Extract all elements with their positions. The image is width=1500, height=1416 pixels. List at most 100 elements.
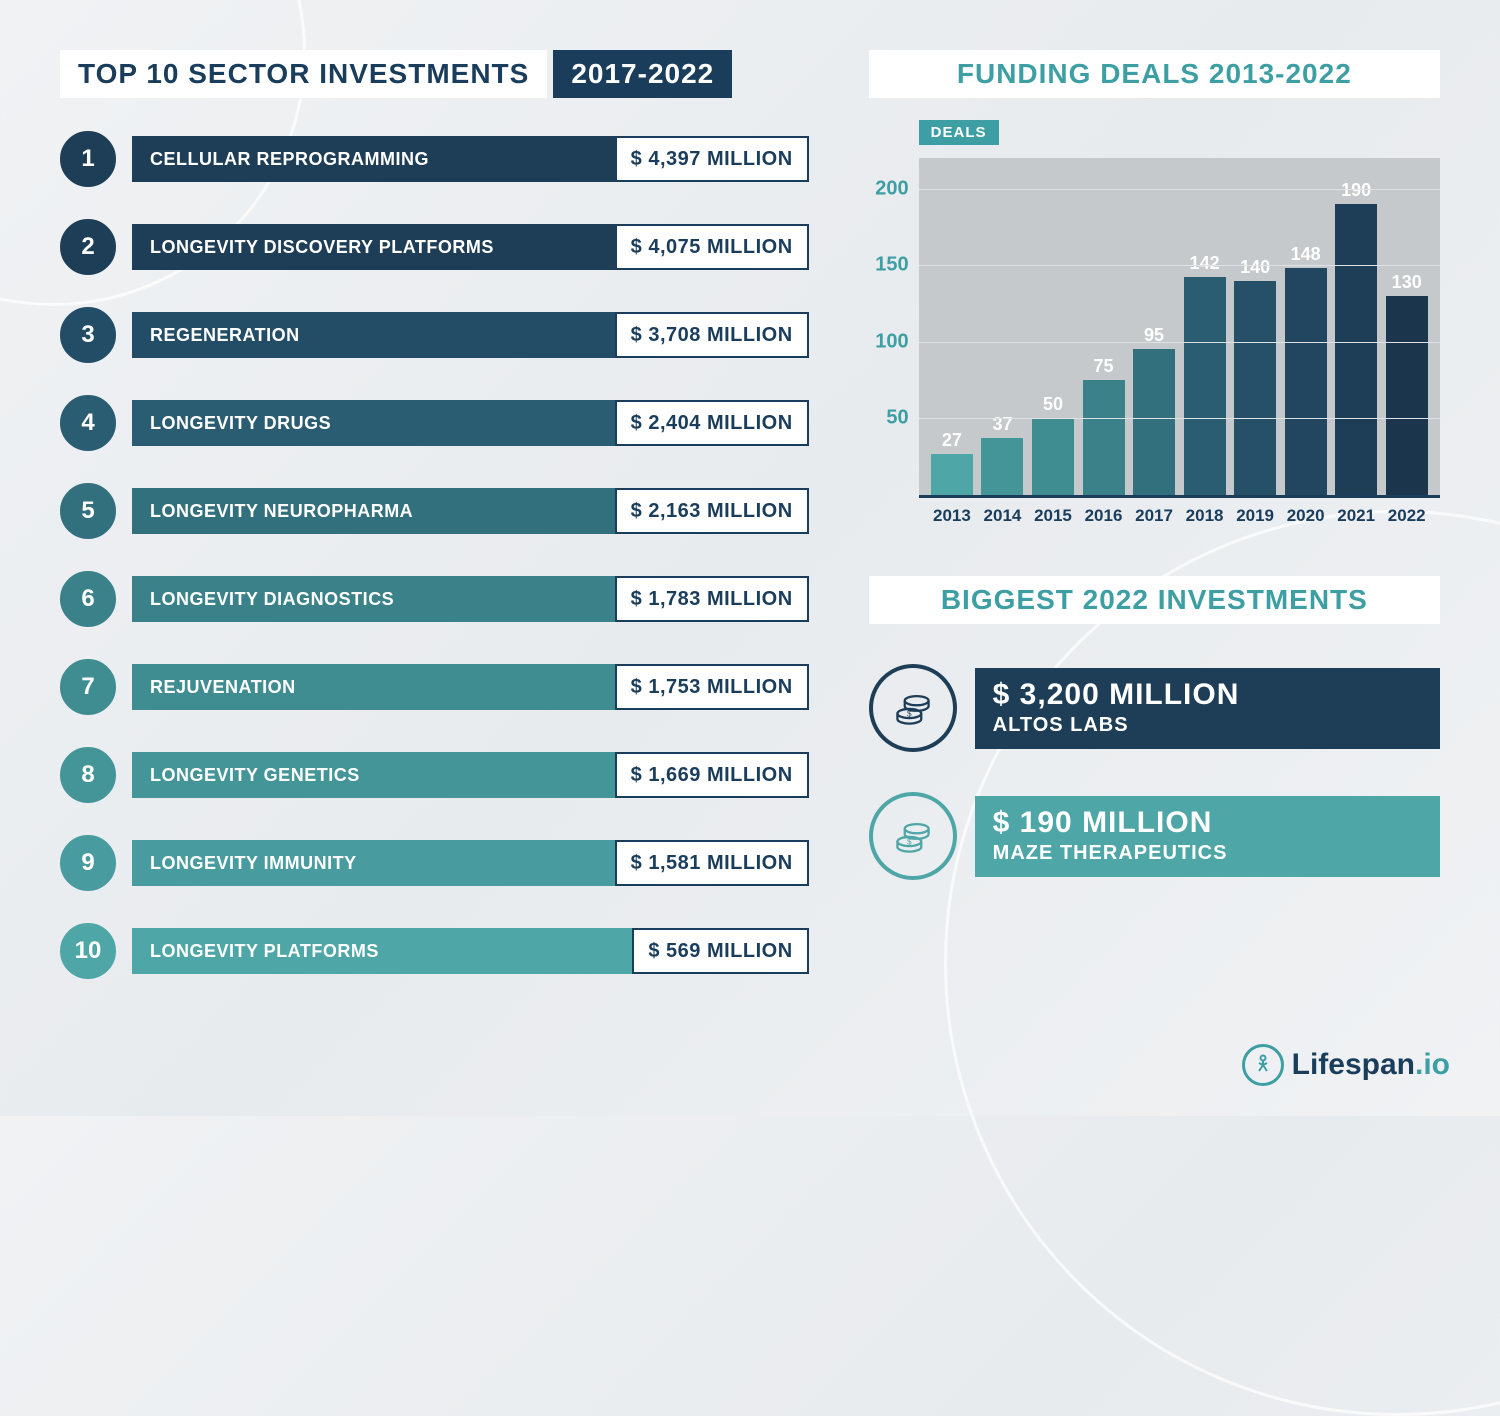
sector-label-bar: CELLULAR REPROGRAMMING — [132, 136, 615, 182]
bar-value-label: 50 — [1043, 394, 1063, 415]
sector-row: 3 REGENERATION $ 3,708 MILLION — [60, 310, 809, 360]
deals-badge: DEALS — [919, 120, 999, 145]
sector-label-bar: REGENERATION — [132, 312, 615, 358]
sector-label: LONGEVITY PLATFORMS — [150, 941, 379, 962]
chart-bar: 190 — [1335, 204, 1377, 495]
sector-value: $ 2,163 MILLION — [615, 488, 809, 534]
sector-label-bar: LONGEVITY DISCOVERY PLATFORMS — [132, 224, 615, 270]
chart-bar: 95 — [1133, 349, 1175, 495]
x-axis-label: 2013 — [931, 506, 973, 526]
sector-label-bar: LONGEVITY DRUGS — [132, 400, 615, 446]
investment-name: MAZE THERAPEUTICS — [993, 842, 1422, 865]
sector-label-bar: LONGEVITY PLATFORMS — [132, 928, 632, 974]
rank-circle: 7 — [60, 659, 116, 715]
gridline — [919, 418, 1440, 419]
y-axis-label: 100 — [875, 330, 908, 353]
rank-number: 9 — [81, 849, 94, 877]
sector-row: 9 LONGEVITY IMMUNITY $ 1,581 MILLION — [60, 838, 809, 888]
rank-number: 10 — [75, 937, 102, 965]
chart-bar: 130 — [1386, 296, 1428, 495]
investment-amount: $ 190 MILLION — [993, 806, 1422, 840]
sector-value: $ 1,669 MILLION — [615, 752, 809, 798]
chart-bar: 75 — [1083, 380, 1125, 495]
sector-label: REJUVENATION — [150, 677, 296, 698]
sector-label: LONGEVITY IMMUNITY — [150, 853, 357, 874]
sector-label: LONGEVITY DRUGS — [150, 413, 331, 434]
logo-text-main: Lifespan — [1292, 1048, 1415, 1082]
x-axis-label: 2021 — [1335, 506, 1377, 526]
coins-icon: $ — [869, 664, 957, 752]
sector-value: $ 4,075 MILLION — [615, 224, 809, 270]
sector-value: $ 1,783 MILLION — [615, 576, 809, 622]
sector-label-bar: REJUVENATION — [132, 664, 615, 710]
rank-number: 5 — [81, 497, 94, 525]
bar-value-label: 95 — [1144, 325, 1164, 346]
sector-row: 8 LONGEVITY GENETICS $ 1,669 MILLION — [60, 750, 809, 800]
coins-icon: $ — [869, 792, 957, 880]
svg-text:$: $ — [907, 709, 912, 718]
sector-label: LONGEVITY DIAGNOSTICS — [150, 589, 394, 610]
sector-row: 7 REJUVENATION $ 1,753 MILLION — [60, 662, 809, 712]
right-panel: FUNDING DEALS 2013-2022 DEALS 2737507595… — [869, 50, 1440, 1014]
sector-label: LONGEVITY DISCOVERY PLATFORMS — [150, 237, 494, 258]
sector-value: $ 569 MILLION — [632, 928, 808, 974]
investment-bar: $ 190 MILLION MAZE THERAPEUTICS — [975, 796, 1440, 877]
rank-circle: 4 — [60, 395, 116, 451]
rank-number: 1 — [81, 145, 94, 173]
rank-number: 6 — [81, 585, 94, 613]
rank-circle: 9 — [60, 835, 116, 891]
y-axis-label: 50 — [886, 407, 908, 430]
x-axis-label: 2020 — [1285, 506, 1327, 526]
svg-text:$: $ — [907, 837, 912, 846]
sector-value: $ 1,753 MILLION — [615, 664, 809, 710]
chart-bar: 140 — [1234, 281, 1276, 495]
sectors-title-row: TOP 10 SECTOR INVESTMENTS 2017-2022 — [60, 50, 809, 98]
sector-label: LONGEVITY NEUROPHARMA — [150, 501, 413, 522]
sector-row: 6 LONGEVITY DIAGNOSTICS $ 1,783 MILLION — [60, 574, 809, 624]
y-axis-label: 200 — [875, 177, 908, 200]
investment-name: ALTOS LABS — [993, 714, 1422, 737]
bar-value-label: 140 — [1240, 257, 1270, 278]
sector-row: 4 LONGEVITY DRUGS $ 2,404 MILLION — [60, 398, 809, 448]
rank-circle: 2 — [60, 219, 116, 275]
x-axis-label: 2014 — [981, 506, 1023, 526]
chart-bar: 37 — [981, 438, 1023, 495]
chart-bar: 50 — [1032, 418, 1074, 495]
logo-text-io: .io — [1415, 1048, 1450, 1082]
rank-circle: 3 — [60, 307, 116, 363]
investment-row: $ $ 3,200 MILLION ALTOS LABS — [869, 664, 1440, 752]
chart-bar: 27 — [931, 454, 973, 495]
rank-circle: 8 — [60, 747, 116, 803]
x-axis-label: 2019 — [1234, 506, 1276, 526]
chart-bar: 148 — [1285, 268, 1327, 495]
sectors-years: 2017-2022 — [553, 50, 732, 98]
bar-value-label: 130 — [1392, 272, 1422, 293]
x-axis-label: 2016 — [1083, 506, 1125, 526]
x-axis-label: 2017 — [1133, 506, 1175, 526]
investment-row: $ $ 190 MILLION MAZE THERAPEUTICS — [869, 792, 1440, 880]
gridline — [919, 189, 1440, 190]
sector-value: $ 3,708 MILLION — [615, 312, 809, 358]
sector-label-bar: LONGEVITY DIAGNOSTICS — [132, 576, 615, 622]
sector-label: REGENERATION — [150, 325, 300, 346]
investment-amount: $ 3,200 MILLION — [993, 678, 1422, 712]
sectors-title: TOP 10 SECTOR INVESTMENTS — [60, 50, 547, 98]
sector-label-bar: LONGEVITY NEUROPHARMA — [132, 488, 615, 534]
biggest-title: BIGGEST 2022 INVESTMENTS — [869, 576, 1440, 624]
rank-number: 3 — [81, 321, 94, 349]
rank-circle: 10 — [60, 923, 116, 979]
rank-circle: 5 — [60, 483, 116, 539]
sectors-panel: TOP 10 SECTOR INVESTMENTS 2017-2022 1 CE… — [60, 50, 809, 1014]
x-axis-label: 2018 — [1184, 506, 1226, 526]
sector-label-bar: LONGEVITY GENETICS — [132, 752, 615, 798]
sector-value: $ 2,404 MILLION — [615, 400, 809, 446]
gridline — [919, 265, 1440, 266]
lifespan-logo: Lifespan.io — [1242, 1044, 1450, 1086]
gridline — [919, 342, 1440, 343]
sector-row: 1 CELLULAR REPROGRAMMING $ 4,397 MILLION — [60, 134, 809, 184]
sector-label: CELLULAR REPROGRAMMING — [150, 149, 429, 170]
sector-value: $ 4,397 MILLION — [615, 136, 809, 182]
bar-value-label: 148 — [1291, 244, 1321, 265]
x-axis-label: 2015 — [1032, 506, 1074, 526]
rank-number: 2 — [81, 233, 94, 261]
